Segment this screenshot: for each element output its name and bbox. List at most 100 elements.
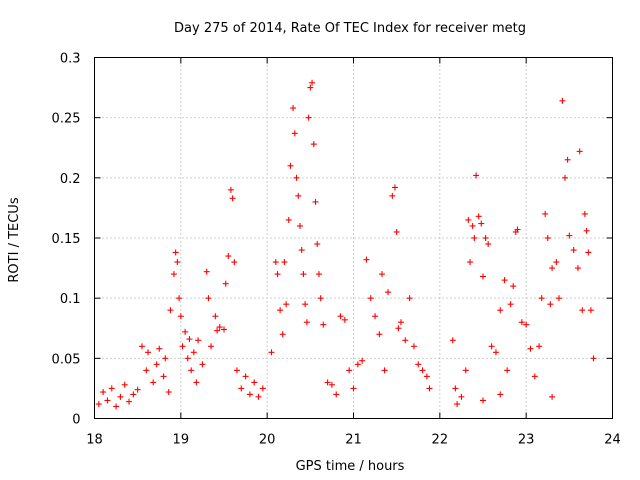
data-point bbox=[426, 385, 433, 392]
data-point bbox=[281, 259, 288, 266]
data-point bbox=[279, 331, 286, 338]
data-point bbox=[527, 345, 534, 352]
data-point bbox=[221, 326, 227, 333]
data-point bbox=[138, 343, 145, 350]
data-point bbox=[113, 403, 120, 410]
data-point bbox=[333, 391, 340, 398]
data-point bbox=[238, 385, 245, 392]
grid-lines bbox=[94, 57, 613, 419]
data-point bbox=[510, 283, 517, 290]
data-point bbox=[287, 162, 294, 169]
data-point bbox=[229, 195, 236, 202]
data-point bbox=[397, 319, 404, 326]
data-point bbox=[216, 324, 223, 331]
data-point bbox=[574, 265, 581, 272]
data-point bbox=[199, 361, 206, 368]
x-tick-label: 20 bbox=[259, 433, 276, 448]
y-tick-label: 0.15 bbox=[52, 232, 81, 247]
data-point bbox=[184, 355, 191, 362]
data-point bbox=[542, 210, 549, 217]
data-point bbox=[145, 349, 152, 356]
data-point bbox=[465, 216, 472, 223]
data-point bbox=[153, 361, 160, 368]
data-point bbox=[174, 259, 181, 266]
data-point bbox=[293, 174, 300, 181]
data-point bbox=[449, 337, 456, 344]
data-point bbox=[134, 386, 141, 393]
data-point bbox=[305, 114, 312, 121]
data-point bbox=[277, 307, 284, 314]
data-point bbox=[314, 241, 321, 248]
data-point bbox=[310, 141, 317, 148]
data-point bbox=[227, 186, 234, 193]
data-point bbox=[130, 391, 137, 398]
data-point bbox=[295, 192, 302, 199]
data-point bbox=[492, 349, 499, 356]
data-point bbox=[274, 271, 281, 278]
data-point bbox=[176, 295, 183, 302]
data-point bbox=[100, 389, 107, 396]
y-tick-label: 0.1 bbox=[60, 292, 81, 307]
data-point bbox=[359, 357, 366, 364]
data-point bbox=[389, 192, 396, 199]
data-point bbox=[454, 401, 461, 408]
data-point bbox=[562, 174, 569, 181]
data-point bbox=[309, 79, 316, 86]
data-point bbox=[363, 256, 370, 263]
data-point bbox=[475, 213, 482, 220]
data-point bbox=[337, 313, 344, 320]
data-point bbox=[231, 259, 238, 266]
data-point bbox=[108, 385, 115, 392]
data-point bbox=[251, 379, 258, 386]
y-tick-label: 0.05 bbox=[52, 352, 81, 367]
data-point bbox=[208, 343, 215, 350]
data-point bbox=[214, 327, 221, 334]
x-tick-label: 19 bbox=[173, 433, 190, 448]
data-point bbox=[143, 367, 150, 374]
data-point bbox=[212, 313, 219, 320]
data-point bbox=[222, 280, 229, 287]
data-point bbox=[160, 373, 167, 380]
data-point bbox=[462, 367, 469, 374]
data-point bbox=[150, 379, 157, 386]
y-tick-label: 0.3 bbox=[60, 52, 81, 67]
data-point bbox=[452, 385, 459, 392]
data-point bbox=[547, 301, 554, 308]
data-point bbox=[285, 216, 292, 223]
data-point bbox=[190, 349, 197, 356]
data-point bbox=[378, 271, 385, 278]
data-point bbox=[501, 277, 508, 284]
data-point bbox=[328, 381, 335, 388]
y-tick-label: 0.25 bbox=[52, 112, 81, 127]
data-point bbox=[518, 319, 525, 326]
data-point bbox=[553, 259, 560, 266]
data-point bbox=[531, 373, 538, 380]
data-point bbox=[225, 253, 232, 260]
data-point bbox=[272, 259, 279, 266]
data-point bbox=[523, 321, 530, 328]
data-point bbox=[583, 227, 590, 234]
data-point bbox=[242, 373, 249, 380]
data-point bbox=[485, 241, 492, 248]
x-tick-label: 22 bbox=[432, 433, 449, 448]
data-point bbox=[581, 210, 588, 217]
x-tick-label: 18 bbox=[86, 433, 103, 448]
data-point bbox=[385, 289, 392, 296]
y-tick-label: 0.2 bbox=[60, 172, 81, 187]
data-point bbox=[324, 379, 331, 386]
data-point bbox=[467, 259, 474, 266]
data-point bbox=[126, 398, 133, 405]
data-point bbox=[117, 393, 124, 400]
data-point bbox=[298, 247, 305, 254]
data-point bbox=[290, 105, 297, 112]
data-point bbox=[193, 379, 200, 386]
data-point bbox=[410, 343, 417, 350]
data-point bbox=[167, 307, 174, 314]
data-point bbox=[95, 401, 102, 408]
data-point bbox=[507, 301, 514, 308]
data-point bbox=[585, 249, 592, 256]
data-point bbox=[381, 367, 388, 374]
data-point bbox=[367, 295, 374, 302]
data-point bbox=[469, 222, 476, 229]
y-tick-label: 0 bbox=[72, 413, 80, 428]
